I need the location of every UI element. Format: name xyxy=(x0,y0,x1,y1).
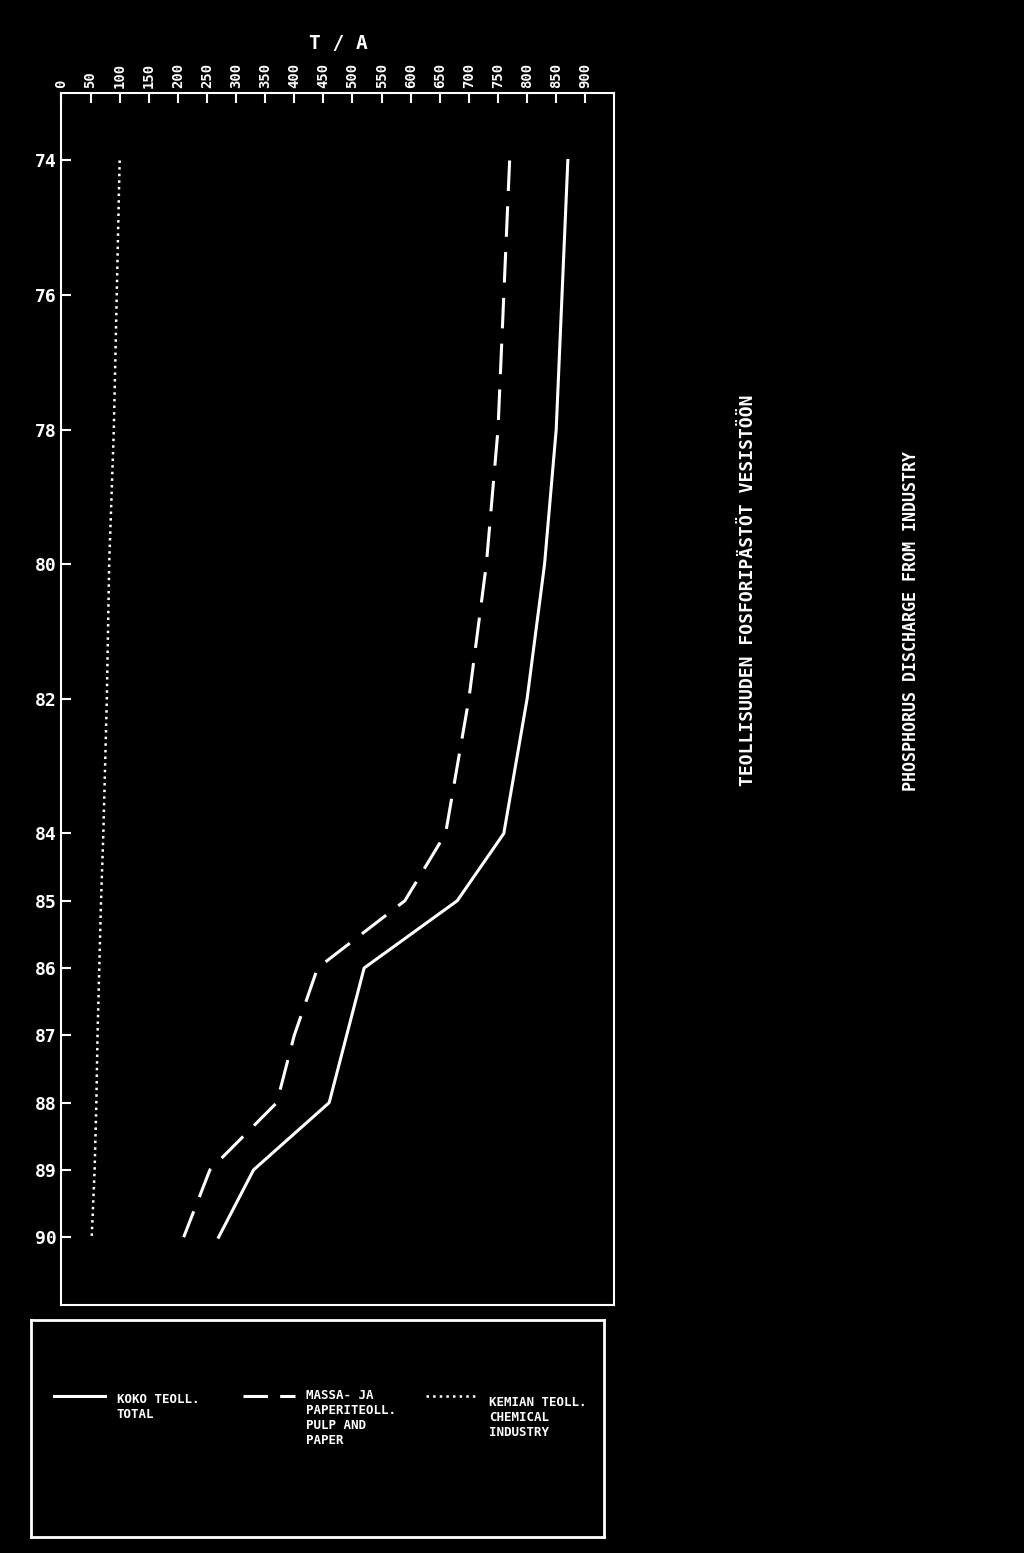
Text: KOKO TEOLL.
TOTAL: KOKO TEOLL. TOTAL xyxy=(117,1393,200,1421)
Text: MASSA- JA
PAPERITEOLL.
PULP AND
PAPER: MASSA- JA PAPERITEOLL. PULP AND PAPER xyxy=(306,1388,396,1447)
Text: PHOSPHORUS DISCHARGE FROM INDUSTRY: PHOSPHORUS DISCHARGE FROM INDUSTRY xyxy=(902,452,921,790)
Text: TEOLLISUUDEN FOSFORIPÄSTÖT VESISTÖÖN: TEOLLISUUDEN FOSFORIPÄSTÖT VESISTÖÖN xyxy=(738,394,757,786)
X-axis label: T / A: T / A xyxy=(308,34,368,53)
Text: KEMIAN TEOLL.
CHEMICAL
INDUSTRY: KEMIAN TEOLL. CHEMICAL INDUSTRY xyxy=(489,1396,587,1440)
